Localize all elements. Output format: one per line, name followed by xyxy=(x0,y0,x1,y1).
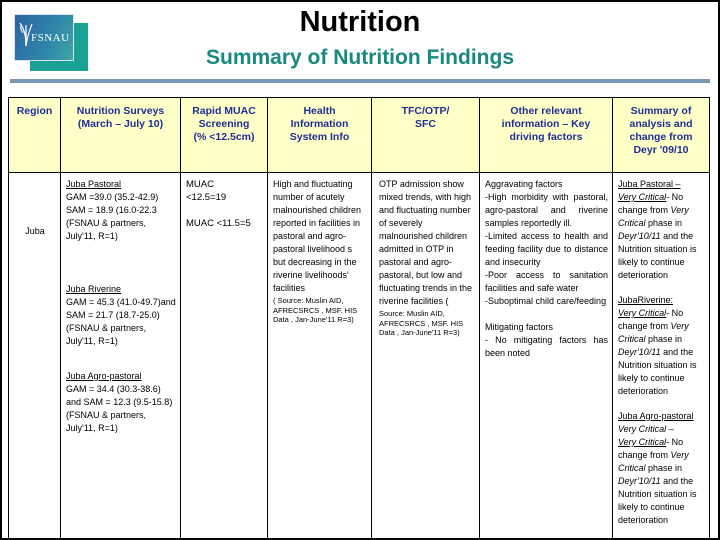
table-header-row: Region Nutrition Surveys (March – July 1… xyxy=(8,97,710,173)
survey-block: Juba Pastoral GAM =39.0 (35.2-42.9) SAM … xyxy=(66,178,176,243)
summary-text: - No change from xyxy=(618,437,684,460)
tfc-source: Source: Muslin AID, AFRECSRCS , MSF. HIS… xyxy=(379,309,464,337)
survey-block-body: GAM =39.0 (35.2-42.9) SAM = 18.9 (16.0-2… xyxy=(66,192,159,241)
summary-text: - No change from xyxy=(618,192,684,215)
summary-text: - No change from xyxy=(618,308,684,331)
summary-text: and the Nutrition situation is likely to… xyxy=(618,231,697,280)
critical-phase-label: Very Critical xyxy=(618,205,689,228)
season-label: Deyr'10/11 xyxy=(618,231,661,241)
col-header-surveys: Nutrition Surveys (March – July 10) xyxy=(60,97,181,173)
survey-block-title: Juba Riverine xyxy=(66,284,122,294)
summary-text: and the Nutrition situation is likely to… xyxy=(618,347,697,396)
fsnau-logo: FSNAU xyxy=(14,14,104,76)
summary-text: and the Nutrition situation is likely to… xyxy=(618,476,697,525)
summary-text: phase in xyxy=(645,334,683,344)
summary-text: phase in xyxy=(645,218,683,228)
divider-rule xyxy=(10,79,710,83)
aggravating-item: -Suboptimal child care/feeding xyxy=(485,296,607,306)
mitigating-item: - No mitigating factors has been noted xyxy=(485,335,608,358)
critical-phase-label: Very Critical xyxy=(618,308,667,318)
aggravating-item: -Poor access to sanitation facilities an… xyxy=(485,270,608,293)
summary-block-body: Very Critical- No change from Very Criti… xyxy=(618,191,705,282)
col-header-summary: Summary of analysis and change from Deyr… xyxy=(612,97,710,173)
season-label: Deyr'10/11 xyxy=(618,476,661,486)
health-info-source: ( Source: Muslin AID, AFRECSRCS , MSF. H… xyxy=(273,296,358,324)
aggravating-heading: Aggravating factors xyxy=(485,179,563,189)
health-info-text: High and fluctuating number of acutely m… xyxy=(273,179,362,293)
cell-region: Juba xyxy=(8,172,61,538)
season-label: Deyr'10/11 xyxy=(618,347,661,357)
summary-block: JubaRiverine: Very Critical- No change f… xyxy=(618,294,705,398)
cell-tfc-otp-sfc: OTP admission show mixed trends, with hi… xyxy=(371,172,480,538)
cell-muac-screening: MUAC <12.5=19 MUAC <11.5=5 xyxy=(180,172,268,538)
page-subtitle: Summary of Nutrition Findings xyxy=(206,46,514,69)
survey-block-title: Juba Pastoral xyxy=(66,179,122,189)
survey-block-title: Juba Agro-pastoral xyxy=(66,371,142,381)
critical-phase-label: Very Critical xyxy=(618,192,667,202)
logo-text: FSNAU xyxy=(31,32,70,44)
muac-values: MUAC <12.5=19 MUAC <11.5=5 xyxy=(186,179,251,229)
mitigating-heading: Mitigating factors xyxy=(485,322,554,332)
summary-block-body: Very Critical- No change from Very Criti… xyxy=(618,436,705,527)
summary-block-extra: Very Critical – xyxy=(618,424,674,434)
critical-phase-label: Very Critical xyxy=(618,321,689,344)
summary-block-body: Very Critical- No change from Very Criti… xyxy=(618,307,705,398)
table-row: Juba Juba Pastoral GAM =39.0 (35.2-42.9)… xyxy=(8,172,710,538)
critical-phase-label: Very Critical xyxy=(618,450,689,473)
survey-block: Juba Agro-pastoral GAM = 34.4 (30.3-38.6… xyxy=(66,370,176,435)
survey-block: Juba Riverine GAM = 45.3 (41.0-49.7)and … xyxy=(66,283,176,348)
col-header-other: Other relevant information – Key driving… xyxy=(479,97,613,173)
cell-nutrition-surveys: Juba Pastoral GAM =39.0 (35.2-42.9) SAM … xyxy=(60,172,181,538)
col-header-muac: Rapid MUAC Screening (% <12.5cm) xyxy=(180,97,268,173)
summary-block: Juba Pastoral – Very Critical- No change… xyxy=(618,178,705,282)
cell-health-info: High and fluctuating number of acutely m… xyxy=(267,172,372,538)
cell-summary-analysis: Juba Pastoral – Very Critical- No change… xyxy=(612,172,710,538)
tfc-text: OTP admission show mixed trends, with hi… xyxy=(379,179,473,306)
summary-text: phase in xyxy=(645,463,683,473)
page-title: Nutrition xyxy=(299,6,421,38)
logo-front-square: FSNAU xyxy=(14,14,74,61)
aggravating-item: -Limited access to health and feeding fa… xyxy=(485,231,608,267)
summary-block-title: Juba Agro-pastoral xyxy=(618,411,694,421)
summary-block-title: Juba Pastoral – xyxy=(618,179,681,189)
cell-other-info: Aggravating factors -High morbidity with… xyxy=(479,172,613,538)
col-header-health: Health Information System Info xyxy=(267,97,372,173)
summary-block-title: JubaRiverine: xyxy=(618,295,674,305)
col-header-tfc: TFC/OTP/ SFC xyxy=(371,97,480,173)
plant-icon xyxy=(19,22,33,47)
summary-block: Juba Agro-pastoral Very Critical – Very … xyxy=(618,410,705,527)
critical-phase-label: Very Critical xyxy=(618,437,667,447)
survey-block-body: GAM = 45.3 (41.0-49.7)and SAM = 21.7 (18… xyxy=(66,297,176,346)
nutrition-findings-table: Region Nutrition Surveys (March – July 1… xyxy=(8,97,710,538)
survey-block-body: GAM = 34.4 (30.3-38.6) and SAM = 12.3 (9… xyxy=(66,384,173,433)
aggravating-item: -High morbidity with pastoral, agro-past… xyxy=(485,192,608,228)
col-header-region: Region xyxy=(8,97,61,173)
